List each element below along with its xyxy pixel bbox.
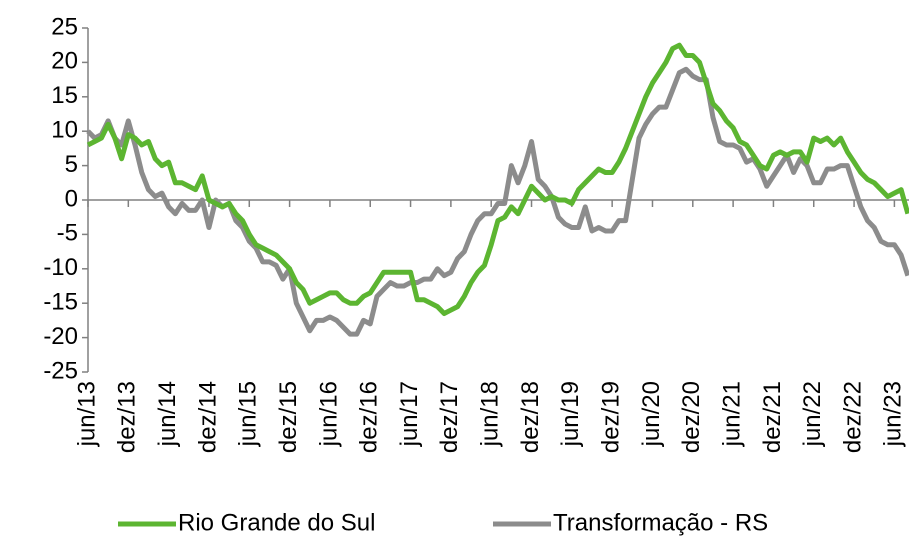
x-tick-label: dez/17 bbox=[436, 381, 463, 453]
x-tick-label: dez/16 bbox=[356, 381, 383, 453]
legend-label: Transformação - RS bbox=[553, 509, 768, 536]
x-tick-label: dez/19 bbox=[598, 381, 625, 453]
y-tick-label: -20 bbox=[43, 323, 78, 350]
y-tick-label: -25 bbox=[43, 357, 78, 384]
series-line bbox=[86, 42, 909, 317]
x-tick-label: dez/13 bbox=[114, 381, 141, 453]
x-tick-label: jun/22 bbox=[799, 381, 826, 447]
legend-label: Rio Grande do Sul bbox=[178, 509, 375, 536]
x-tick-label: dez/22 bbox=[839, 381, 866, 453]
x-tick-label: jun/16 bbox=[315, 381, 342, 447]
x-tick-label: jun/21 bbox=[718, 381, 745, 447]
y-tick-label: 25 bbox=[51, 13, 78, 40]
y-tick-label: -15 bbox=[43, 289, 78, 316]
x-tick-label: jun/17 bbox=[396, 381, 423, 447]
x-tick-label: jun/18 bbox=[477, 381, 504, 447]
x-tick-label: dez/18 bbox=[517, 381, 544, 453]
y-tick-label: -5 bbox=[57, 220, 78, 247]
y-tick-label: 15 bbox=[51, 82, 78, 109]
y-tick-label: 5 bbox=[65, 151, 78, 178]
x-tick-label: dez/15 bbox=[275, 381, 302, 453]
x-tick-label: jun/14 bbox=[154, 381, 181, 447]
y-tick-label: 20 bbox=[51, 48, 78, 75]
y-tick-label: 0 bbox=[65, 185, 78, 212]
x-tick-label: dez/14 bbox=[194, 381, 221, 453]
x-tick-label: jun/13 bbox=[73, 381, 100, 447]
x-tick-label: dez/21 bbox=[759, 381, 786, 453]
y-tick-label: -10 bbox=[43, 254, 78, 281]
x-tick-label: jun/23 bbox=[880, 381, 907, 447]
x-tick-label: jun/20 bbox=[638, 381, 665, 447]
x-tick-label: dez/20 bbox=[678, 381, 705, 453]
y-tick-label: 10 bbox=[51, 117, 78, 144]
x-tick-label: jun/19 bbox=[557, 381, 584, 447]
x-tick-label: jun/15 bbox=[235, 381, 262, 447]
